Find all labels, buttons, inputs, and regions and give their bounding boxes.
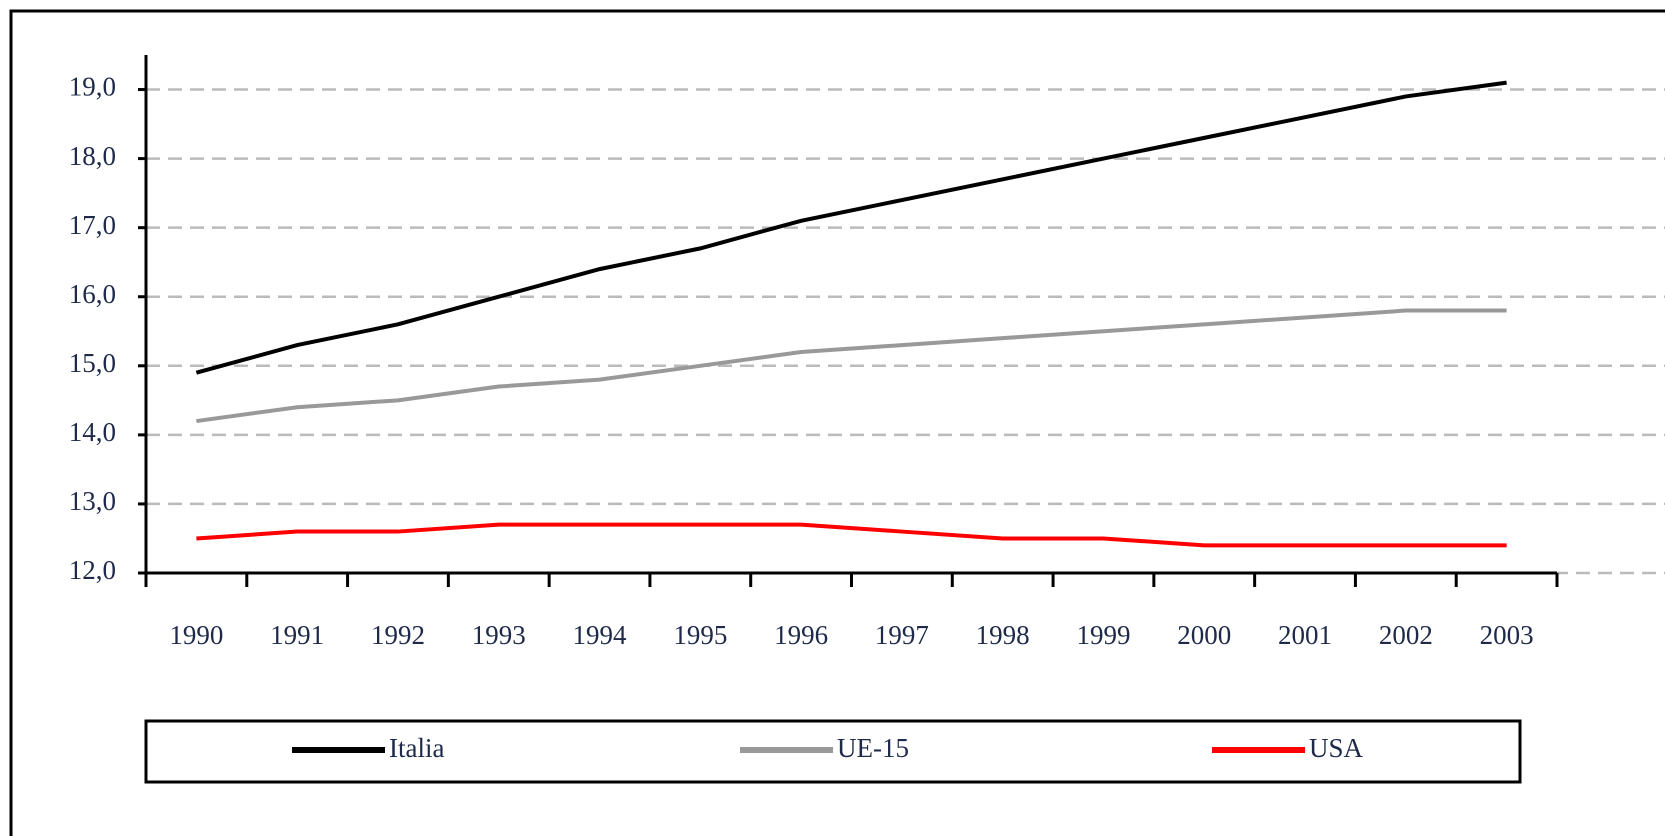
y-tick-label: 19,0 <box>69 72 116 102</box>
x-tick-label: 2002 <box>1379 620 1433 650</box>
x-tick-label: 1998 <box>976 620 1030 650</box>
x-tick-label: 1996 <box>774 620 828 650</box>
y-tick-label: 16,0 <box>69 279 116 309</box>
line-series <box>195 80 1507 375</box>
legend-label: Italia <box>389 733 444 763</box>
legend-label: UE-15 <box>837 733 909 763</box>
frame <box>9 9 1665 836</box>
x-tick-label: 1993 <box>472 620 526 650</box>
x-tick-label: 1994 <box>573 620 628 650</box>
y-tick-label: 17,0 <box>69 210 116 240</box>
y-tick-label: 13,0 <box>69 486 116 516</box>
y-tick-label: 15,0 <box>69 348 116 378</box>
line-series <box>196 522 1507 548</box>
x-tick-label: 1997 <box>875 620 929 650</box>
x-tick-label: 1992 <box>371 620 425 650</box>
line-series <box>196 308 1507 424</box>
x-tick-label: 1995 <box>673 620 727 650</box>
x-tick-label: 2000 <box>1177 620 1231 650</box>
x-tick-label: 2001 <box>1278 620 1332 650</box>
y-tick-label: 14,0 <box>69 417 116 447</box>
x-tick-label: 1999 <box>1076 620 1130 650</box>
x-tick-label: 1990 <box>169 620 223 650</box>
y-tick-label: 18,0 <box>69 141 116 171</box>
x-tick-label: 2003 <box>1480 620 1534 650</box>
legend-label: USA <box>1309 733 1364 763</box>
x-tick-label: 1991 <box>270 620 324 650</box>
legend-box <box>144 719 1522 784</box>
y-tick-label: 12,0 <box>69 555 116 585</box>
